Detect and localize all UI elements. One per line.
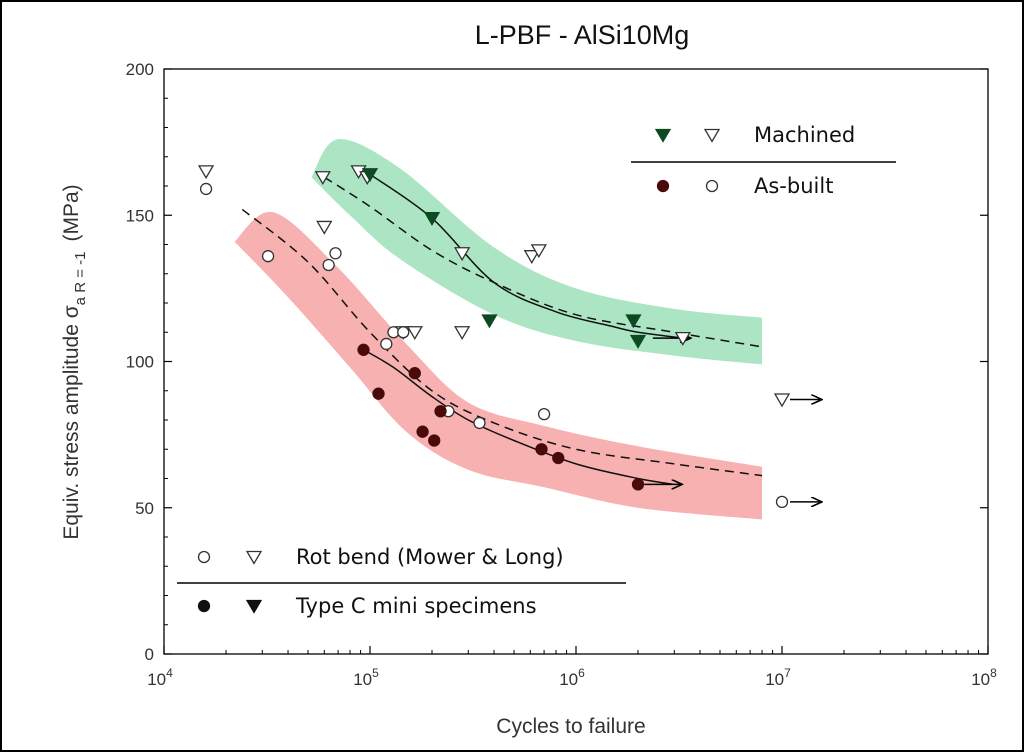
chart-title: L-PBF - AlSi10Mg xyxy=(475,20,690,50)
mini-specimen-asbuilt-point xyxy=(552,451,565,465)
mini-specimen-machined-point xyxy=(629,334,647,349)
legend-bottom-marker xyxy=(245,599,263,614)
x-tick-label-exponent: 6 xyxy=(578,666,585,680)
mini-specimen-machined-point xyxy=(423,212,441,226)
rot-bend-asbuilt-point xyxy=(537,407,551,421)
legends: Machined As-built Rot bend (Mower & Long) T… xyxy=(177,123,896,618)
mini-specimen-asbuilt-point xyxy=(416,425,429,438)
scatter-bands xyxy=(234,139,762,520)
data-points xyxy=(197,165,791,509)
y-axis-label-subscript: a R = -1 xyxy=(72,252,89,306)
rot-bend-asbuilt-point xyxy=(329,247,342,260)
rot-bend-asbuilt-point xyxy=(261,250,275,263)
runout-arrows xyxy=(790,400,822,502)
legend-bottom-marker xyxy=(245,550,263,565)
asbuilt-dashed-fit xyxy=(241,208,763,477)
legend-bottom-marker xyxy=(197,599,211,613)
rot-bend-asbuilt-point xyxy=(322,258,335,272)
rot-bend-machined-point xyxy=(453,247,471,262)
mini-specimen-machined-point xyxy=(481,314,498,329)
x-axis-label: Cycles to failure xyxy=(496,715,645,738)
mini-specimen-asbuilt-point xyxy=(434,405,447,418)
legend-top-label: Machined xyxy=(754,123,855,147)
y-tick-label: 150 xyxy=(126,206,154,225)
x-tick-label-base: 10 xyxy=(971,670,990,689)
machined-scatter-band xyxy=(311,139,762,365)
y-tick-label: 200 xyxy=(126,60,154,79)
x-tick-label-base: 10 xyxy=(353,670,372,689)
axes xyxy=(163,68,989,655)
machined-dashed-fit xyxy=(323,176,763,348)
x-tick-label: 106 xyxy=(559,666,585,689)
y-tick-label: 100 xyxy=(126,353,154,372)
x-tick-label: 105 xyxy=(353,666,379,689)
rot-bend-machined-point xyxy=(453,326,471,341)
rot-bend-machined-point xyxy=(197,165,215,180)
legend-bottom-marker xyxy=(197,550,211,564)
x-tick-label-exponent: 7 xyxy=(784,666,791,680)
legend-top-marker xyxy=(703,128,721,143)
x-tick-label-exponent: 5 xyxy=(372,666,379,680)
rot-bend-machined-point xyxy=(523,250,540,264)
x-tick-label: 107 xyxy=(765,666,791,689)
legend-top-label: As-built xyxy=(754,174,833,198)
rot-bend-asbuilt-point xyxy=(380,337,393,351)
x-tick-label-exponent: 8 xyxy=(990,666,997,680)
y-axis-label-main: Equiv. stress amplitude σ xyxy=(60,305,83,539)
mini-specimen-asbuilt-point xyxy=(357,343,370,356)
rot-bend-machined-runout-point xyxy=(773,393,791,408)
mini-specimen-machined-point xyxy=(361,168,379,183)
asbuilt-scatter-band xyxy=(234,211,762,520)
rot-bend-machined-point xyxy=(314,171,331,186)
legend-top-marker xyxy=(656,179,670,193)
legend-top-marker xyxy=(654,128,672,143)
rot-bend-asbuilt-point xyxy=(397,326,410,339)
mini-specimen-asbuilt-point xyxy=(372,387,385,400)
x-tick-label-exponent: 4 xyxy=(166,666,173,680)
rot-bend-asbuilt-runout-point xyxy=(775,495,789,509)
x-tick-label-base: 10 xyxy=(765,670,784,689)
rot-bend-machined-point xyxy=(316,220,333,235)
plot-area-border xyxy=(163,68,989,655)
mini-specimen-asbuilt-point xyxy=(408,367,421,380)
legend-bottom-label: Rot bend (Mower & Long) xyxy=(296,545,564,569)
y-axis-label-unit: (MPa) xyxy=(60,184,83,241)
mini-specimen-machined-point xyxy=(625,314,642,329)
rot-bend-machined-point xyxy=(530,244,547,259)
legend-top-marker xyxy=(705,179,719,193)
x-tick-label: 104 xyxy=(147,666,173,689)
y-tick-label: 0 xyxy=(145,645,154,664)
asbuilt-solid-fit xyxy=(363,349,675,486)
x-tick-label-base: 10 xyxy=(147,670,166,689)
x-tick-label-base: 10 xyxy=(559,670,578,689)
y-axis-label: Equiv. stress amplitude σa R = -1 (MPa) xyxy=(60,184,89,539)
rot-bend-asbuilt-point xyxy=(199,182,213,196)
rot-bend-asbuilt-point xyxy=(473,416,486,430)
rot-bend-machined-point xyxy=(406,326,423,341)
mini-specimen-asbuilt-point xyxy=(631,478,645,491)
y-tick-label: 50 xyxy=(135,499,154,518)
mini-specimen-asbuilt-point xyxy=(535,443,548,456)
x-tick-label: 108 xyxy=(971,666,997,689)
rot-bend-machined-point xyxy=(674,331,691,346)
legend-bottom-label: Type C mini specimens xyxy=(295,594,537,618)
mini-specimen-asbuilt-point xyxy=(428,434,441,447)
